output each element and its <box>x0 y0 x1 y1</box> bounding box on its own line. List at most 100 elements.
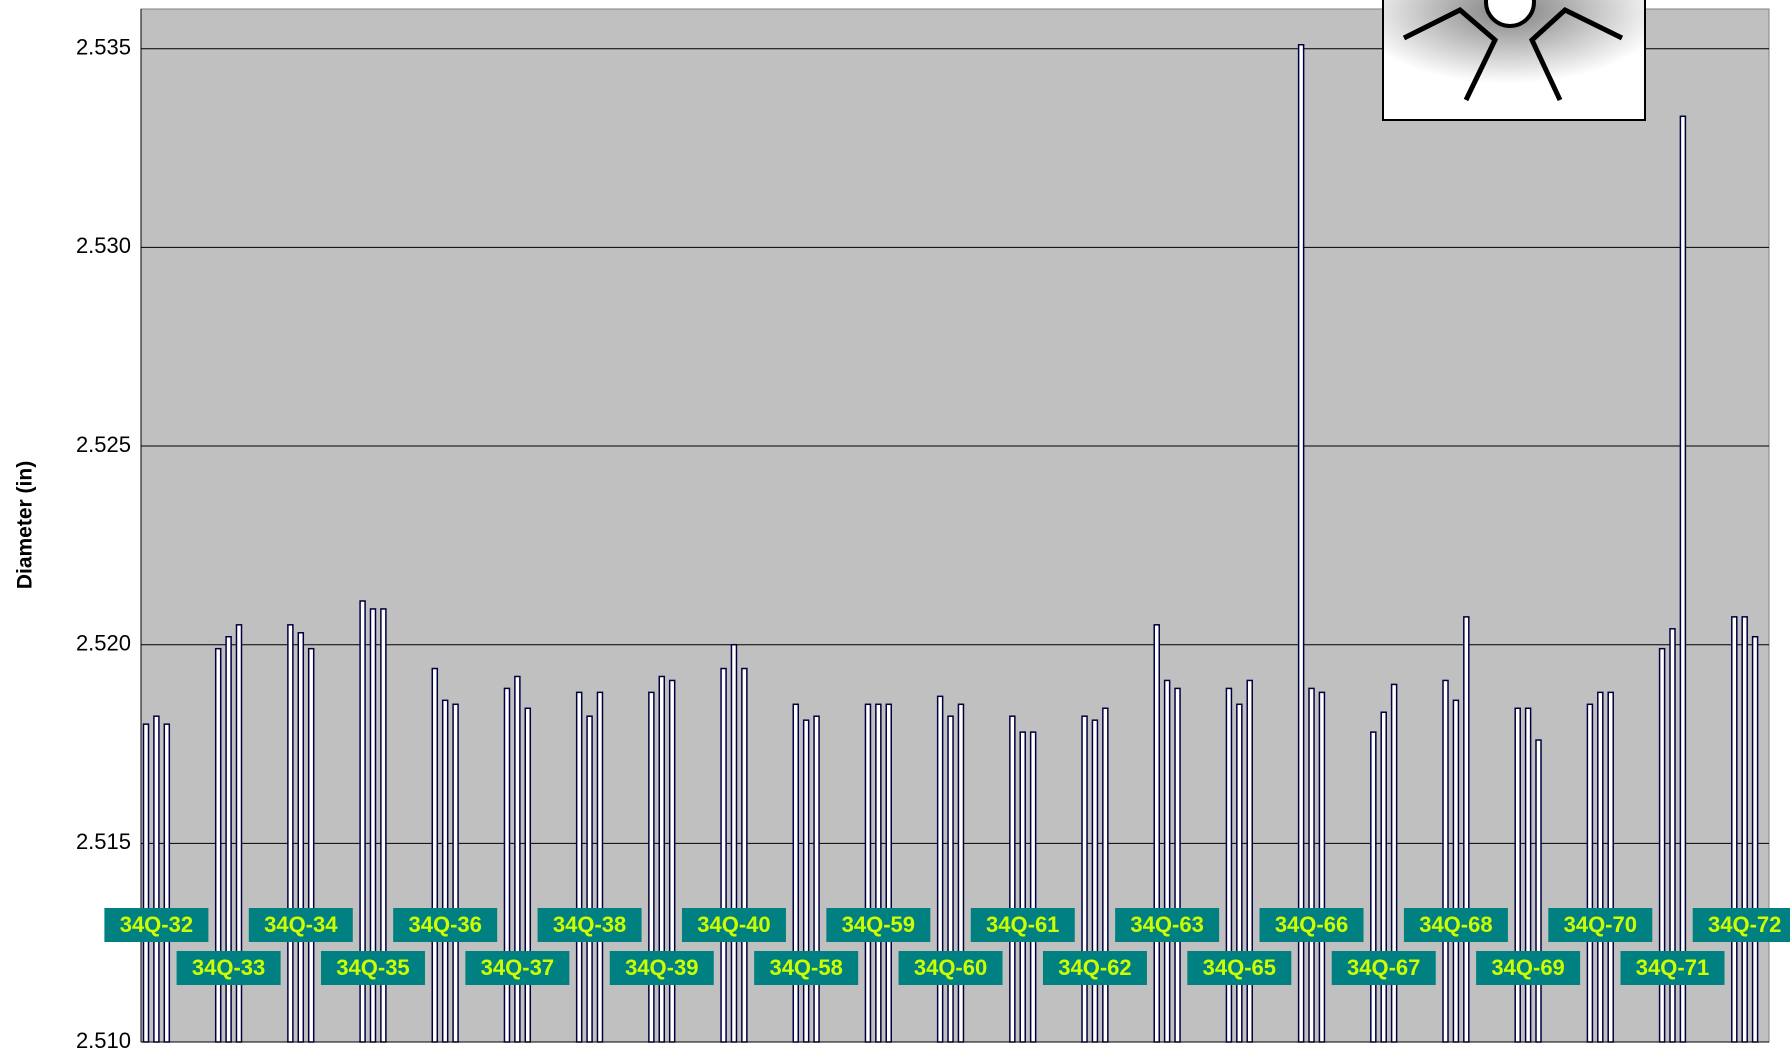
bar <box>514 675 521 1043</box>
inset-arms <box>1402 7 1624 102</box>
group-label: 34Q-65 <box>1203 955 1276 980</box>
group-label: 34Q-62 <box>1058 955 1131 980</box>
bar <box>1390 683 1398 1043</box>
group-label-box <box>104 908 209 942</box>
group-label-box <box>465 951 570 985</box>
bar <box>802 719 810 1043</box>
bar <box>885 703 893 1043</box>
group-label-box <box>537 908 642 942</box>
bar <box>1607 691 1614 1043</box>
bar <box>1442 679 1449 1043</box>
bar <box>864 703 872 1043</box>
bar <box>1163 679 1171 1043</box>
bar <box>503 687 511 1043</box>
group-label-box <box>1042 951 1147 985</box>
bar <box>431 667 439 1043</box>
group-label: 34Q-38 <box>553 912 626 937</box>
bar <box>1370 731 1377 1043</box>
bar <box>936 695 944 1043</box>
group-label-box <box>970 908 1075 942</box>
bar <box>452 703 459 1043</box>
group-label-box <box>1692 908 1790 942</box>
y-tick-label: 2.530 <box>76 233 131 258</box>
bar <box>142 723 150 1043</box>
bar <box>441 699 449 1043</box>
bar <box>658 675 666 1043</box>
group-label-box <box>754 951 859 985</box>
bar <box>1463 616 1470 1043</box>
group-label-box <box>898 951 1003 985</box>
group-label: 34Q-67 <box>1347 955 1420 980</box>
group-label-box <box>393 908 498 942</box>
group-label-box <box>1548 908 1653 942</box>
group-label: 34Q-40 <box>697 912 770 937</box>
y-axis-title: Diameter (in) <box>14 461 37 589</box>
bar <box>575 691 583 1043</box>
bar <box>163 723 171 1043</box>
group-label-box <box>826 908 931 942</box>
group-label-box <box>1476 951 1581 985</box>
group-label: 34Q-35 <box>336 955 409 980</box>
bar <box>287 624 294 1043</box>
y-tick-label: 2.515 <box>76 829 131 854</box>
group-label: 34Q-33 <box>192 955 265 980</box>
bar <box>730 643 738 1043</box>
bar <box>1731 616 1738 1043</box>
bar <box>1741 616 1748 1043</box>
group-label: 34Q-60 <box>914 955 987 980</box>
bar <box>792 703 800 1043</box>
bar <box>596 691 604 1043</box>
bar <box>1102 707 1109 1043</box>
group-label: 34Q-66 <box>1275 912 1348 937</box>
bar <box>1236 703 1243 1043</box>
bar <box>720 667 727 1043</box>
bar <box>1586 703 1594 1043</box>
group-label-box <box>1620 951 1725 985</box>
group-label: 34Q-72 <box>1708 912 1781 937</box>
bar <box>1297 44 1305 1043</box>
bar <box>1380 711 1387 1043</box>
bar <box>1597 691 1604 1043</box>
bar <box>648 691 655 1043</box>
group-label: 34Q-63 <box>1130 912 1203 937</box>
group-label: 34Q-58 <box>769 955 842 980</box>
group-label-box <box>1403 908 1508 942</box>
bar <box>947 715 954 1043</box>
group-label: 34Q-37 <box>481 955 554 980</box>
group-label-box <box>248 908 353 942</box>
bar <box>1225 687 1233 1043</box>
bar <box>1019 731 1026 1043</box>
bar <box>957 703 965 1043</box>
group-label-box <box>609 951 714 985</box>
bar <box>741 667 748 1043</box>
group-label-box <box>1331 951 1436 985</box>
bar <box>1318 691 1326 1043</box>
group-label: 34Q-32 <box>120 912 193 937</box>
group-label: 34Q-69 <box>1491 955 1564 980</box>
bar <box>668 679 676 1043</box>
group-label-box <box>1259 908 1364 942</box>
y-tick-label: 2.510 <box>76 1028 131 1053</box>
bar <box>307 647 315 1043</box>
bar <box>1153 624 1160 1043</box>
y-tick-label: 2.535 <box>76 35 131 60</box>
bar <box>297 632 305 1043</box>
group-label: 34Q-71 <box>1636 955 1709 980</box>
bar <box>1751 635 1759 1043</box>
group-label-box <box>1187 951 1292 985</box>
group-label: 34Q-70 <box>1564 912 1637 937</box>
group-label: 34Q-68 <box>1419 912 1492 937</box>
plot-area <box>140 8 1770 1043</box>
bar <box>1535 739 1542 1043</box>
bar <box>1524 707 1532 1043</box>
group-label: 34Q-59 <box>842 912 915 937</box>
bar <box>1081 715 1088 1043</box>
bar <box>1091 719 1099 1043</box>
bar <box>1308 687 1315 1043</box>
bar <box>1029 731 1037 1043</box>
bar <box>1679 115 1687 1043</box>
bar <box>1452 699 1460 1043</box>
y-tick-label: 2.525 <box>76 432 131 457</box>
